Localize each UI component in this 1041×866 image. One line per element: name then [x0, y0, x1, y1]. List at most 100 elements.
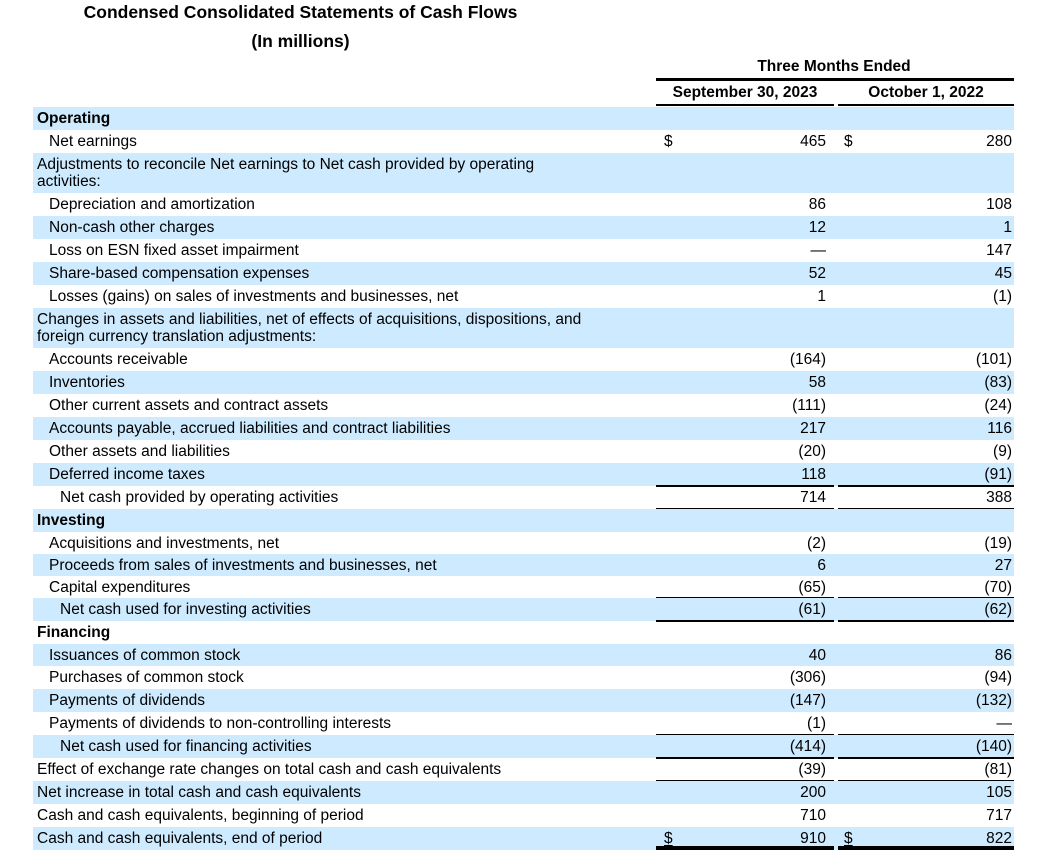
value-2022: 116: [987, 420, 1012, 437]
row-label: Accounts payable, accrued liabilities an…: [49, 420, 451, 437]
row-label: Deferred income taxes: [49, 466, 205, 483]
table-row: Losses (gains) on sales of investments a…: [33, 285, 1014, 308]
table-row: Proceeds from sales of investments and b…: [33, 554, 1014, 576]
value-2022: 388: [986, 489, 1012, 506]
value-2023: 6: [817, 557, 826, 574]
row-label: Operating: [37, 110, 111, 127]
currency-symbol: $: [664, 133, 673, 150]
table-row: Changes in assets and liabilities, net o…: [33, 308, 1014, 348]
table-row: Other assets and liabilities (20) (9): [33, 440, 1014, 463]
currency-symbol: $: [844, 133, 853, 150]
row-label: Effect of exchange rate changes on total…: [37, 761, 502, 778]
row-label: Loss on ESN fixed asset impairment: [49, 242, 299, 259]
total-double-rule: [656, 846, 834, 850]
value-2022: 105: [986, 784, 1012, 801]
table-row: Net cash used for investing activities (6…: [33, 598, 1014, 621]
subtotal-rule: [656, 620, 834, 622]
value-2022: 822: [986, 830, 1012, 847]
table-row: Cash and cash equivalents, beginning of …: [33, 804, 1014, 827]
table-row: Other current assets and contract assets…: [33, 394, 1014, 417]
subtotal-rule: [838, 780, 1014, 782]
value-2022: (140): [975, 738, 1012, 755]
subtotal-rule: [838, 485, 1014, 487]
row-label: Acquisitions and investments, net: [49, 535, 280, 552]
table-row: Issuances of common stock 40 86: [33, 644, 1014, 666]
currency-symbol: $: [844, 830, 853, 847]
table-row: Financing: [33, 621, 1014, 644]
value-2023: (2): [807, 535, 826, 552]
value-2023: 710: [800, 807, 826, 824]
value-2022: (83): [984, 374, 1012, 391]
value-2023: (111): [792, 397, 826, 414]
column-header-2023: September 30, 2023: [672, 84, 818, 101]
value-2023: 217: [800, 420, 826, 437]
subtotal-rule: [838, 757, 1014, 759]
row-label: Capital expenditures: [49, 579, 191, 596]
table-row: Payments of dividends (147) (132): [33, 689, 1014, 712]
row-label: Net increase in total cash and cash equi…: [37, 784, 361, 801]
table-row: Accounts payable, accrued liabilities an…: [33, 417, 1014, 440]
value-2023: (61): [798, 601, 826, 618]
value-2022: (81): [984, 761, 1012, 778]
subtotal-rule: [838, 620, 1014, 622]
value-2022: 86: [994, 647, 1012, 664]
value-2023: (65): [798, 579, 826, 596]
header-col2-rule: [838, 104, 1014, 106]
table-row: Adjustments to reconcile Net earnings to…: [33, 153, 1014, 193]
value-2023: (1): [807, 715, 826, 732]
row-label: Share-based compensation expenses: [49, 265, 310, 282]
row-label: Net cash used for investing activities: [60, 601, 311, 618]
value-2023: 58: [808, 374, 826, 391]
subtotal-rule: [656, 485, 834, 487]
total-double-rule: [838, 846, 1014, 850]
table-row: Accounts receivable (164) (101): [33, 348, 1014, 371]
value-2023: 714: [800, 489, 826, 506]
value-2023: (306): [789, 669, 826, 686]
row-label: Inventories: [49, 374, 125, 391]
subtotal-rule: [656, 508, 834, 510]
table-row: Share-based compensation expenses 52 45: [33, 262, 1014, 285]
value-2023: (414): [789, 738, 826, 755]
value-2022: (70): [984, 579, 1012, 596]
value-2022: 717: [986, 807, 1012, 824]
row-label: Non-cash other charges: [49, 219, 215, 236]
row-label: Proceeds from sales of investments and b…: [49, 557, 437, 574]
value-2023: 118: [801, 466, 826, 483]
table-row: Operating: [33, 107, 1014, 130]
row-label: Net cash provided by operating activitie…: [60, 489, 339, 506]
row-label: Payments of dividends to non-controlling…: [49, 715, 392, 732]
table-row: Investing: [33, 509, 1014, 532]
value-2023: (20): [798, 443, 826, 460]
subtotal-rule: [838, 734, 1014, 736]
table-row: Capital expenditures (65) (70): [33, 576, 1014, 598]
header-group-rule: [656, 80, 1014, 81]
table-row: Net earnings $ $465 280: [33, 130, 1014, 153]
table-row: Loss on ESN fixed asset impairment — 147: [33, 239, 1014, 262]
value-2022: (132): [975, 692, 1012, 709]
value-2023: —: [810, 242, 827, 259]
subtotal-rule: [656, 597, 834, 599]
table-row: Acquisitions and investments, net (2) (19): [33, 532, 1014, 554]
row-label: Net cash used for financing activities: [60, 738, 312, 755]
value-2022: 45: [994, 265, 1012, 282]
row-label: Other current assets and contract assets: [49, 397, 329, 414]
value-2023: 465: [800, 133, 826, 150]
row-label: Accounts receivable: [49, 351, 188, 368]
header-top-rule: [656, 78, 1014, 80]
row-label: Purchases of common stock: [49, 669, 244, 686]
value-2023: 12: [808, 219, 826, 236]
value-2022: (1): [993, 288, 1012, 305]
column-header-2022: October 1, 2022: [868, 84, 984, 101]
row-label: Depreciation and amortization: [49, 196, 255, 213]
value-2022: (24): [984, 397, 1012, 414]
value-2022: (19): [984, 535, 1012, 552]
table-row: Effect of exchange rate changes on total…: [33, 758, 1014, 781]
table-row: Purchases of common stock (306) (94): [33, 666, 1014, 689]
currency-symbol: $: [664, 830, 673, 847]
row-label: Issuances of common stock: [49, 647, 241, 664]
value-2022: (94): [984, 669, 1012, 686]
table-row: Cash and cash equivalents, end of period…: [33, 827, 1014, 850]
row-label: Financing: [37, 624, 111, 641]
statement-subtitle: (In millions): [251, 31, 350, 51]
value-2022: (62): [984, 601, 1012, 618]
